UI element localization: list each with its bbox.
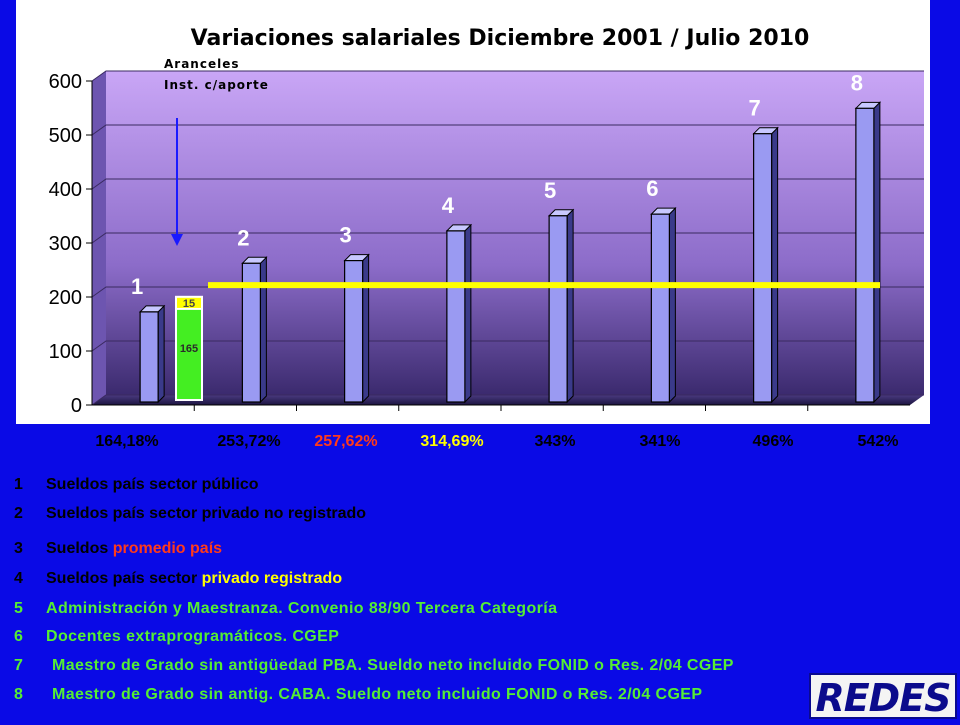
legend-number: 1 [14,476,23,493]
bar-side [566,208,574,404]
y-tick-label: 0 [71,395,82,417]
legend-item: 7 Maestro de Grado sin antigüedad PBA. Su… [14,657,734,675]
annotation-arrow-head [171,234,183,246]
percentage-label: 341% [639,433,681,450]
legend-item: 1 Sueldos país sector público [14,476,259,494]
gridline [91,70,924,82]
redes-logo: REDES [808,672,958,720]
annotation-stack-segment [177,297,201,308]
bar [650,213,670,403]
legend-item: 3 Sueldos promedio país [14,540,222,558]
chart-panel: Variaciones salariales Diciembre 2001 / … [16,0,930,424]
y-tick-label: 300 [49,233,82,255]
y-tick-label: 200 [49,287,82,309]
legend-item: 8 Maestro de Grado sin antig. CABA. Sueld… [14,686,702,704]
gridline [91,124,924,136]
annotation-stack-segment [177,309,201,399]
legend-text: Sueldos país sector [46,570,202,587]
y-tick-label: 400 [49,179,82,201]
legend-number: 7 [14,657,24,674]
y-tick-label: 600 [49,71,82,93]
legend-text: Administración y Maestranza. Convenio 88… [46,600,558,617]
percentage-label: 496% [752,433,794,450]
legend-item: 2 Sueldos país sector privado no registra… [14,505,366,523]
legend-item: 4 Sueldos país sector privado registrado [14,570,342,588]
legend-text: promedio país [112,540,223,557]
y-tick-label: 100 [49,341,82,363]
legend-number: 3 [14,540,23,557]
percentage-label: 542% [857,433,899,450]
chart-title: Variaciones salariales Diciembre 2001 / … [191,26,810,51]
bar [139,311,159,403]
percentage-label: 343% [534,433,576,450]
bar-side [157,304,165,404]
bar-side [873,101,881,404]
y-tick-label: 500 [49,125,82,147]
legend-text: Docentes extraprogramáticos. CGEP [46,628,340,645]
annotation-stack-label: 15 [183,298,195,310]
bar-chart: Variaciones salariales Diciembre 2001 / … [49,26,924,417]
percentage-label: 253,72% [217,433,281,450]
bar-side [259,256,267,404]
percentage-label: 314,69% [420,433,484,450]
bar-number-label: 6 [646,176,658,201]
plot-floor [92,395,924,405]
legend-number: 6 [14,628,24,645]
logo-text: REDES [815,676,950,720]
legend-number: 2 [14,505,23,522]
legend-number: 8 [14,686,24,703]
legend-text: privado registrado [201,570,343,587]
bar [548,215,568,403]
legend-text: Maestro de Grado sin antig. CABA. Sueldo… [52,686,703,703]
legend-text: Sueldos país sector público [46,476,259,493]
bar [753,133,773,403]
annotation-stack-label: 165 [180,343,198,355]
legend-item: 5 Administración y Maestranza. Convenio 8… [14,600,557,618]
bar-number-label: 3 [340,223,352,248]
bar-number-label: 7 [749,96,761,121]
bar [241,262,261,403]
bar-number-label: 4 [442,193,455,218]
bar [446,230,466,403]
percentage-label: 257,62% [314,433,378,450]
bar-side [464,223,472,404]
bar-number-label: 8 [851,70,863,95]
annotation-label: Inst. c/aporte [164,78,269,92]
bar-number-label: 1 [131,274,143,299]
bar-side [668,206,676,404]
percentage-label: 164,18% [95,433,159,450]
bar [344,260,364,403]
legend-text: Sueldos país sector privado no registrad… [46,505,367,522]
reference-line [208,282,880,289]
bar-side [771,126,779,404]
legend-number: 5 [14,600,24,617]
bar-number-label: 5 [544,178,556,203]
bar [855,107,875,403]
legend-number: 4 [14,570,23,587]
legend-text: Sueldos [46,540,113,557]
annotation-label: Aranceles [164,57,240,71]
bar-number-label: 2 [237,225,249,250]
gridline [91,178,924,190]
legend-text: Maestro de Grado sin antigüedad PBA. Sue… [52,657,734,674]
legend-item: 6 Docentes extraprogramáticos. CGEP [14,628,339,646]
bar-side [362,253,370,404]
